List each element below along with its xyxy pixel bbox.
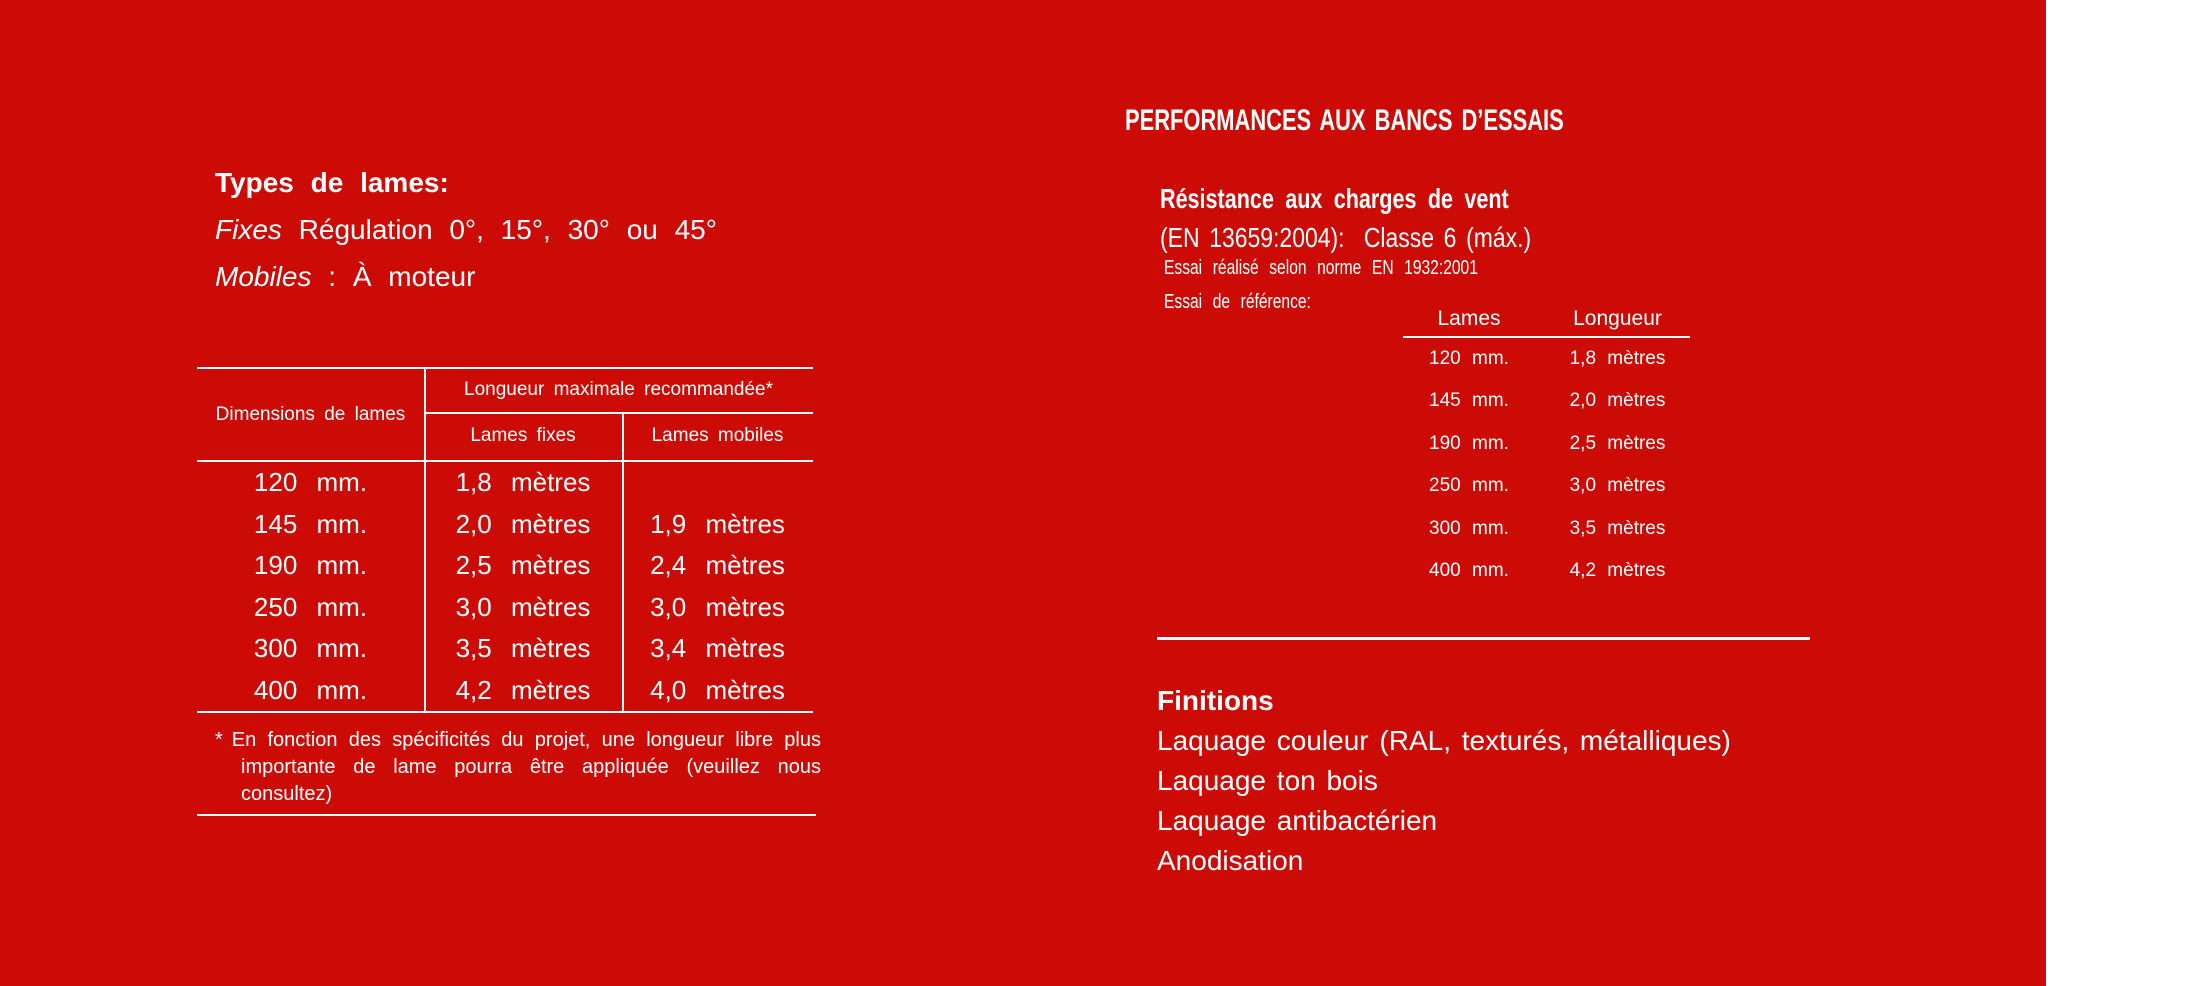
table-cell-mobiles-4: 3,4 mètres — [650, 633, 785, 663]
ref-table-longueur-0: 1,8 mètres — [1569, 348, 1666, 369]
table-footnote: * En fonction des spécificités du projet,… — [215, 727, 821, 808]
ref-table-header-lames: Lames — [1437, 307, 1501, 330]
ref-table-longueur-4: 3,5 mètres — [1569, 518, 1666, 539]
table-cell-mobiles-5: 4,0 mètres — [650, 675, 785, 705]
ref-table-longueur-5: 4,2 mètres — [1569, 560, 1666, 581]
footnote-bottom-rule — [197, 814, 816, 816]
ref-table-longueur-3: 3,0 mètres — [1569, 475, 1666, 496]
table-cell-fixes-0: 1,8 mètres — [455, 467, 591, 497]
mobiles-text: : À moteur — [311, 261, 476, 292]
ref-table-lames-5: 400 mm. — [1429, 560, 1509, 581]
finitions-section-divider — [1157, 637, 1810, 640]
finitions-item-laquage-couleur: Laquage couleur (RAL, texturés, métalliq… — [1157, 725, 1731, 756]
table-cell-dim-4: 300 mm. — [253, 633, 368, 663]
table-cell-dim-0: 120 mm. — [253, 467, 368, 497]
table-cell-mobiles-1: 1,9 mètres — [650, 509, 785, 539]
red-background-panel: Types de lames: Fixes Régulation 0°, 15°… — [0, 0, 2046, 986]
ref-table-lames-2: 190 mm. — [1429, 433, 1509, 454]
footnote-asterisk: * — [215, 729, 223, 751]
table-cell-mobiles-0 — [622, 462, 813, 503]
table-header-lames-fixes: Lames fixes — [470, 425, 576, 446]
finitions-heading: Finitions — [1157, 685, 1274, 716]
table-cell-fixes-1: 2,0 mètres — [455, 509, 591, 539]
table-rule-under-headers — [197, 460, 813, 462]
table-border-top — [197, 367, 813, 369]
finitions-item-anodisation: Anodisation — [1157, 845, 1304, 876]
table-cell-fixes-4: 3,5 mètres — [455, 633, 591, 663]
table-cell-fixes-3: 3,0 mètres — [455, 592, 591, 622]
finitions-item-laquage-antibacterien: Laquage antibactérien — [1157, 805, 1438, 836]
types-de-lames-section: Types de lames: Fixes Régulation 0°, 15°… — [215, 159, 717, 300]
ref-table-lames-3: 250 mm. — [1429, 475, 1509, 496]
table-divider-col1 — [424, 367, 426, 713]
types-heading: Types de lames: — [215, 159, 717, 206]
mobiles-label: Mobiles — [215, 261, 312, 292]
table-cell-dim-1: 145 mm. — [253, 509, 368, 539]
wind-reference-label: Essai de référence: — [1164, 291, 1311, 313]
table-cell-mobiles-2: 2,4 mètres — [650, 550, 785, 580]
types-heading-text: Types de lames — [215, 167, 440, 198]
ref-table-lames-0: 120 mm. — [1429, 348, 1509, 369]
types-line-fixes: Fixes Régulation 0°, 15°, 30° ou 45° — [215, 206, 717, 253]
ref-table-lames-4: 300 mm. — [1429, 518, 1509, 539]
wind-norm-note: Essai réalisé selon norme EN 1932:2001 — [1164, 257, 1478, 279]
table-header-lames-mobiles: Lames mobiles — [651, 425, 784, 446]
wind-resistance-heading: Résistance aux charges de vent — [1160, 183, 1509, 214]
types-line-mobiles: Mobiles : À moteur — [215, 253, 717, 300]
footnote-text: En fonction des spécificités du projet, … — [231, 729, 821, 805]
table-divider-col2 — [622, 412, 624, 713]
table-rule-under-span-header — [424, 412, 813, 414]
wind-classe-line: (EN 13659:2004): Classe 6 (máx.) — [1160, 222, 1532, 253]
ref-table-header-longueur: Longueur — [1573, 307, 1662, 330]
fixes-label: Fixes — [215, 214, 282, 245]
table-border-bottom — [197, 711, 813, 713]
ref-table-header-rule — [1403, 336, 1690, 338]
types-heading-colon: : — [439, 167, 449, 198]
table-cell-fixes-5: 4,2 mètres — [455, 675, 591, 705]
fixes-text: Régulation 0°, 15°, 30° ou 45° — [281, 214, 717, 245]
finitions-item-laquage-ton-bois: Laquage ton bois — [1157, 765, 1378, 796]
page-right-margin — [2046, 0, 2209, 986]
table-cell-dim-3: 250 mm. — [253, 592, 368, 622]
ref-table-longueur-1: 2,0 mètres — [1569, 390, 1666, 411]
ref-table-longueur-2: 2,5 mètres — [1569, 433, 1666, 454]
table-cell-dim-2: 190 mm. — [253, 550, 368, 580]
ref-table-lames-1: 145 mm. — [1429, 390, 1509, 411]
table-cell-dim-5: 400 mm. — [253, 675, 368, 705]
table-header-dimensions: Dimensions de lames — [215, 403, 406, 425]
performances-title: PERFORMANCES AUX BANCS D’ESSAIS — [1125, 104, 1564, 137]
table-cell-mobiles-3: 3,0 mètres — [650, 592, 785, 622]
table-cell-fixes-2: 2,5 mètres — [455, 550, 591, 580]
finitions-section: Finitions Laquage couleur (RAL, texturés… — [1157, 681, 1731, 881]
table-header-longueur-max: Longueur maximale recommandée* — [464, 378, 773, 400]
